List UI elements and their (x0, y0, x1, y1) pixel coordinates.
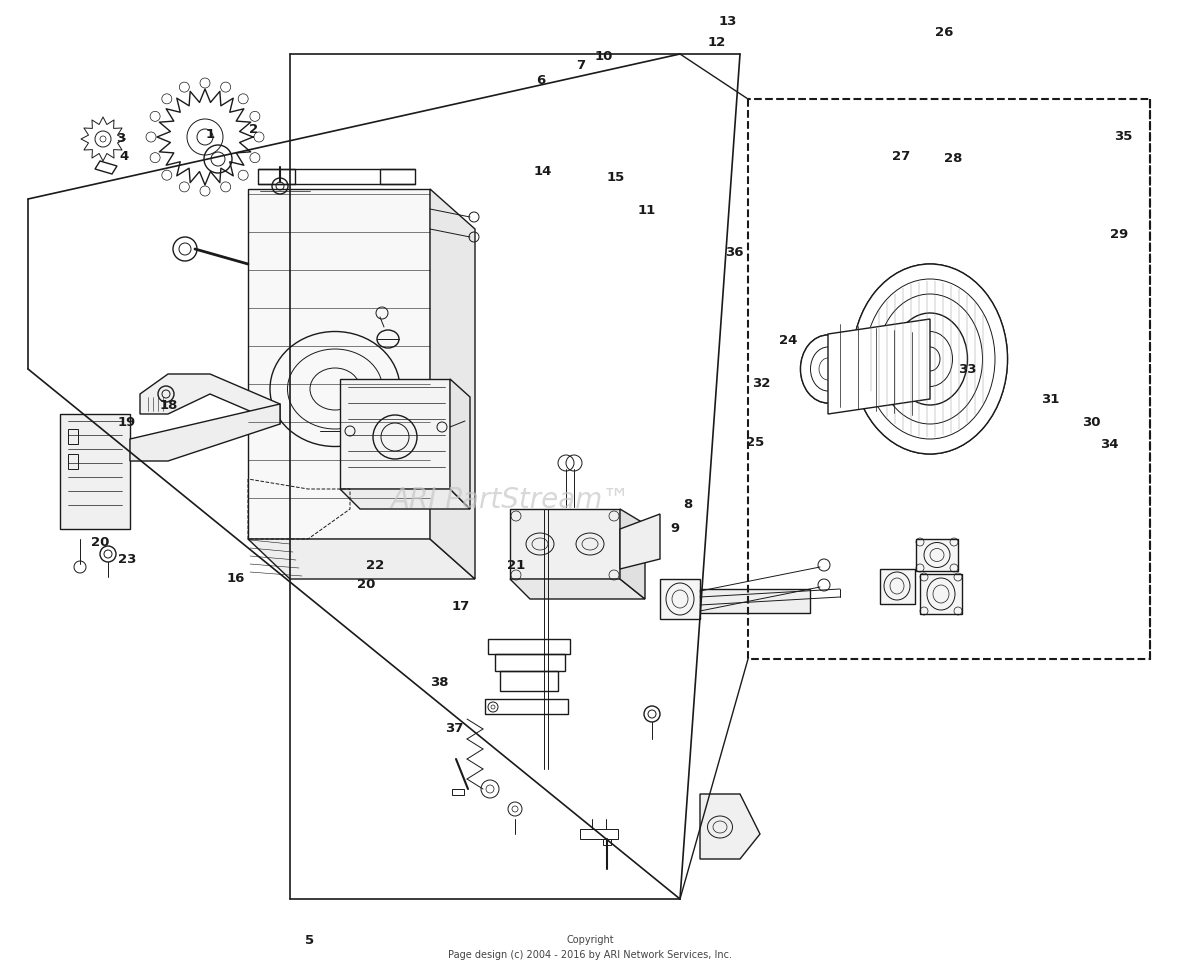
Polygon shape (248, 190, 430, 539)
Polygon shape (700, 794, 760, 859)
Text: 6: 6 (536, 73, 545, 87)
Text: 11: 11 (637, 203, 656, 217)
Text: 26: 26 (935, 25, 953, 39)
Text: 19: 19 (117, 415, 136, 429)
Ellipse shape (852, 265, 1008, 454)
Text: 4: 4 (119, 149, 129, 163)
Ellipse shape (852, 265, 1008, 454)
Text: Page design (c) 2004 - 2016 by ARI Network Services, Inc.: Page design (c) 2004 - 2016 by ARI Netwo… (448, 949, 732, 959)
Text: 28: 28 (944, 151, 963, 165)
Text: 13: 13 (719, 15, 738, 28)
Polygon shape (340, 380, 450, 489)
Text: 20: 20 (91, 535, 110, 549)
Ellipse shape (800, 336, 856, 404)
Polygon shape (450, 380, 470, 509)
Ellipse shape (800, 336, 856, 404)
Text: 17: 17 (451, 599, 470, 613)
Text: 7: 7 (576, 59, 585, 72)
Polygon shape (248, 539, 476, 579)
Text: 36: 36 (725, 245, 743, 259)
Text: 30: 30 (1082, 415, 1101, 429)
Text: 15: 15 (607, 171, 625, 185)
Text: 23: 23 (118, 552, 137, 566)
Polygon shape (140, 374, 280, 425)
Polygon shape (96, 162, 117, 175)
Polygon shape (130, 404, 280, 461)
Polygon shape (620, 509, 645, 599)
Text: 3: 3 (116, 132, 125, 146)
Text: 10: 10 (595, 50, 614, 64)
Polygon shape (828, 319, 930, 414)
Text: 8: 8 (683, 497, 693, 511)
Text: 21: 21 (506, 558, 525, 572)
Text: 12: 12 (707, 35, 726, 49)
Polygon shape (510, 579, 645, 599)
Polygon shape (60, 414, 130, 530)
Text: Copyright: Copyright (566, 934, 614, 944)
Polygon shape (430, 190, 476, 579)
Text: 14: 14 (533, 164, 552, 178)
Text: 25: 25 (746, 435, 765, 448)
Text: 34: 34 (1100, 438, 1119, 451)
Text: 29: 29 (1109, 228, 1128, 241)
Text: 27: 27 (892, 149, 911, 163)
Polygon shape (340, 489, 470, 509)
Text: 22: 22 (366, 558, 385, 572)
Text: 20: 20 (356, 577, 375, 591)
Text: 24: 24 (779, 333, 798, 347)
Text: 38: 38 (430, 675, 448, 689)
Text: 35: 35 (1114, 130, 1133, 144)
Text: 32: 32 (752, 376, 771, 390)
Polygon shape (510, 509, 620, 579)
Polygon shape (920, 574, 962, 615)
Text: ARI PartStream™: ARI PartStream™ (391, 486, 630, 514)
Text: 5: 5 (304, 933, 314, 947)
Text: 16: 16 (227, 572, 245, 585)
Polygon shape (620, 515, 660, 570)
Text: 1: 1 (205, 128, 215, 142)
Text: 31: 31 (1041, 392, 1060, 405)
Polygon shape (916, 539, 958, 572)
Polygon shape (880, 570, 914, 605)
Text: 2: 2 (249, 122, 258, 136)
Text: 9: 9 (670, 521, 680, 534)
Polygon shape (660, 579, 700, 619)
Text: 18: 18 (159, 399, 178, 412)
Text: 33: 33 (958, 362, 977, 376)
Polygon shape (700, 589, 809, 614)
Text: 37: 37 (445, 721, 464, 735)
